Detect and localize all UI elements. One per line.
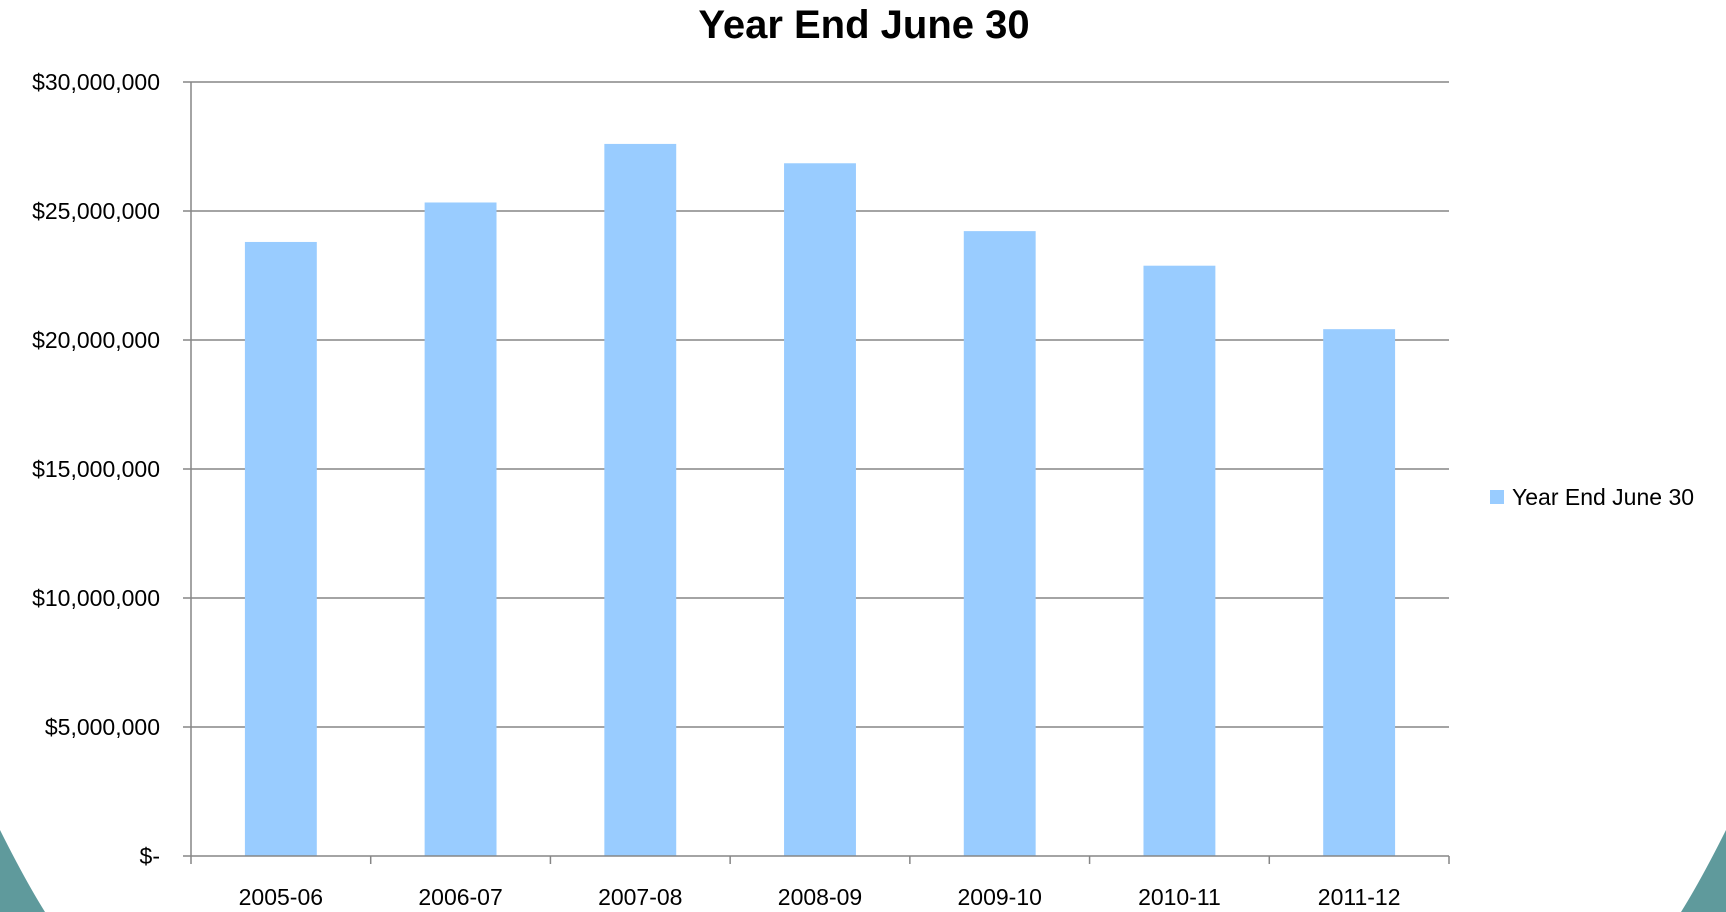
bar [1143, 265, 1216, 856]
x-tick-label: 2009-10 [958, 884, 1042, 910]
chart-title: Year End June 30 [698, 3, 1029, 47]
legend-label: Year End June 30 [1512, 484, 1694, 510]
axes [183, 81, 1450, 864]
x-tick-labels: 2005-06 2006-07 2007-08 2008-09 2009-10 2010-… [239, 884, 1401, 910]
x-tick-label: 2010-11 [1138, 884, 1221, 910]
legend-swatch [1490, 490, 1504, 504]
legend: Year End June 30 [1490, 484, 1694, 510]
bars [244, 143, 1396, 857]
y-tick-label: $- [140, 843, 160, 869]
bar [963, 231, 1036, 856]
bar [784, 163, 856, 856]
x-tick-label: 2005-06 [239, 884, 323, 910]
y-tick-label: $5,000,000 [45, 714, 160, 740]
bar [1323, 329, 1396, 856]
y-tick-labels: $- $5,000,000 $10,000,000 $15,000,000 $20,00… [32, 69, 160, 869]
x-tick-label: 2007-08 [598, 884, 682, 910]
bar [424, 202, 497, 857]
y-tick-label: $10,000,000 [32, 585, 160, 611]
x-tick-label: 2008-09 [778, 884, 862, 910]
y-tick-label: $20,000,000 [32, 327, 160, 353]
bar [244, 241, 317, 856]
y-tick-label: $25,000,000 [32, 198, 160, 224]
bar [604, 143, 677, 857]
x-tick-label: 2006-07 [418, 884, 502, 910]
y-tick-label: $15,000,000 [32, 456, 160, 482]
x-tick-label: 2011-12 [1318, 884, 1401, 910]
y-tick-label: $30,000,000 [32, 69, 160, 95]
